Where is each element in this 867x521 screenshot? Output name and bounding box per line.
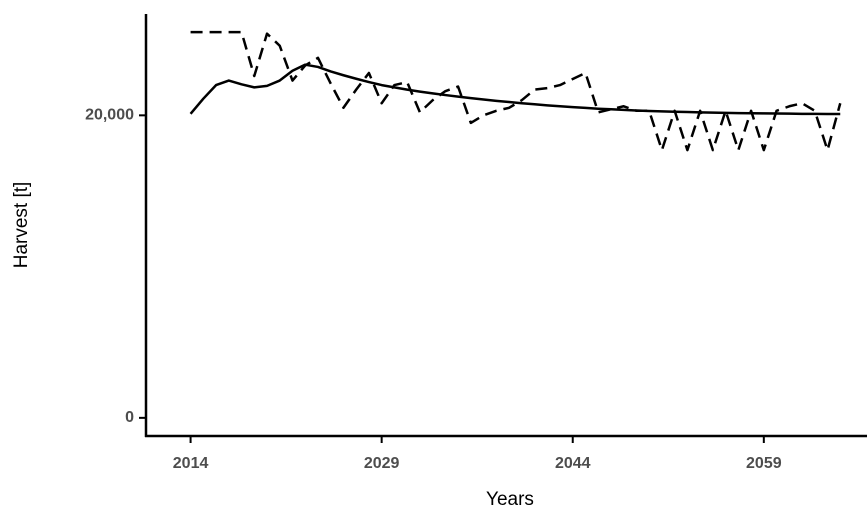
x-tick-label: 2059 [746, 455, 782, 472]
x-axis-title: Years [486, 489, 534, 510]
y-axis-title: Harvest [t] [11, 182, 32, 269]
series-line [190, 30, 842, 152]
x-tick-label: 2044 [555, 455, 591, 472]
y-tick-label: 20,000 [85, 107, 134, 124]
x-tick-label: 2014 [173, 455, 209, 472]
x-tick-label: 2029 [364, 455, 400, 472]
y-tick-label: 0 [125, 409, 134, 426]
series-line [189, 63, 841, 116]
